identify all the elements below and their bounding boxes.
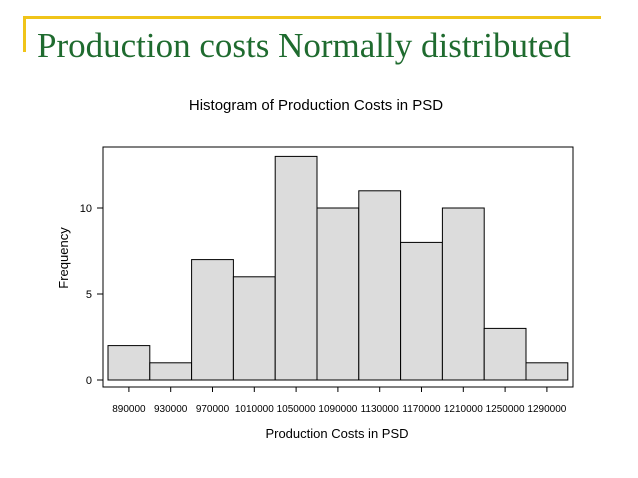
x-tick-label: 1170000 <box>402 404 441 415</box>
chart-title: Histogram of Production Costs in PSD <box>189 97 443 114</box>
bars-group <box>107 155 569 381</box>
histogram-bar <box>525 362 569 381</box>
histogram-bar <box>191 259 234 381</box>
histogram-bar <box>400 241 443 381</box>
x-tick-label: 970000 <box>196 404 230 415</box>
y-axis: 0 5 10 <box>80 203 103 387</box>
x-tick-label: 1090000 <box>318 404 357 415</box>
histogram-bar <box>483 327 527 381</box>
x-tick-label: 1250000 <box>486 404 525 415</box>
x-tick-label: 1010000 <box>235 404 274 415</box>
x-tick-label: 930000 <box>154 404 188 415</box>
histogram-bar <box>316 207 360 381</box>
x-tick-label: 890000 <box>112 404 146 415</box>
y-tick-label: 10 <box>80 203 92 215</box>
x-tick-label: 1130000 <box>361 404 400 415</box>
y-tick-label: 5 <box>86 289 92 301</box>
y-tick-label: 0 <box>86 375 92 387</box>
histogram-bar <box>107 345 151 381</box>
histogram-bar <box>274 155 318 381</box>
histogram-bar <box>358 190 402 381</box>
histogram-bar <box>149 362 193 381</box>
x-tick-label: 1290000 <box>527 404 566 415</box>
histogram-bar <box>441 207 485 381</box>
left-accent-rule <box>23 16 26 52</box>
top-accent-rule <box>23 16 601 19</box>
slide-title: Production costs Normally distributed <box>37 26 571 65</box>
x-tick-label: 1210000 <box>444 404 483 415</box>
x-tick-label: 1050000 <box>277 404 316 415</box>
x-axis: 890000 930000 970000 1010000 1050000 1090000 1… <box>112 387 567 415</box>
y-axis-label: Frequency <box>56 227 71 289</box>
histogram-bar <box>232 276 276 381</box>
x-axis-label: Production Costs in PSD <box>265 426 408 441</box>
